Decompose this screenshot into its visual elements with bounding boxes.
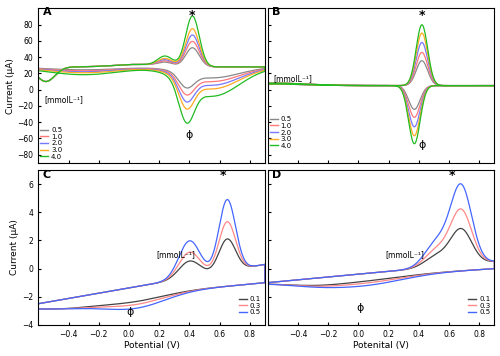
Text: ϕ: ϕ — [186, 130, 193, 141]
Y-axis label: Current (μA): Current (μA) — [6, 58, 15, 114]
Y-axis label: Current (μA): Current (μA) — [10, 220, 20, 276]
Legend: 0.1, 0.3, 0.5: 0.1, 0.3, 0.5 — [466, 293, 493, 318]
Text: ϕ: ϕ — [356, 303, 364, 313]
Text: C: C — [43, 170, 51, 180]
Text: *: * — [220, 169, 226, 182]
Text: D: D — [272, 170, 281, 180]
Text: ϕ: ϕ — [418, 140, 426, 150]
Text: [mmolL⁻¹]: [mmolL⁻¹] — [274, 74, 312, 84]
X-axis label: Potenital (V): Potenital (V) — [353, 341, 409, 350]
Text: *: * — [418, 9, 425, 22]
X-axis label: Potential (V): Potential (V) — [124, 341, 180, 350]
Legend: 0.5, 1.0, 2.0, 3.0, 4.0: 0.5, 1.0, 2.0, 3.0, 4.0 — [266, 113, 294, 152]
Text: *: * — [189, 9, 196, 22]
Text: B: B — [272, 7, 280, 17]
Text: [mmolL⁻¹]: [mmolL⁻¹] — [156, 250, 195, 259]
Text: [mmolL⁻¹]: [mmolL⁻¹] — [44, 95, 83, 104]
Text: [mmolL⁻¹]: [mmolL⁻¹] — [386, 250, 424, 259]
Legend: 0.1, 0.3, 0.5: 0.1, 0.3, 0.5 — [236, 293, 264, 318]
Text: ϕ: ϕ — [127, 307, 134, 317]
Text: *: * — [449, 169, 456, 182]
Text: A: A — [43, 7, 52, 17]
Legend: 0.5, 1.0, 2.0, 3.0, 4.0: 0.5, 1.0, 2.0, 3.0, 4.0 — [38, 124, 65, 162]
